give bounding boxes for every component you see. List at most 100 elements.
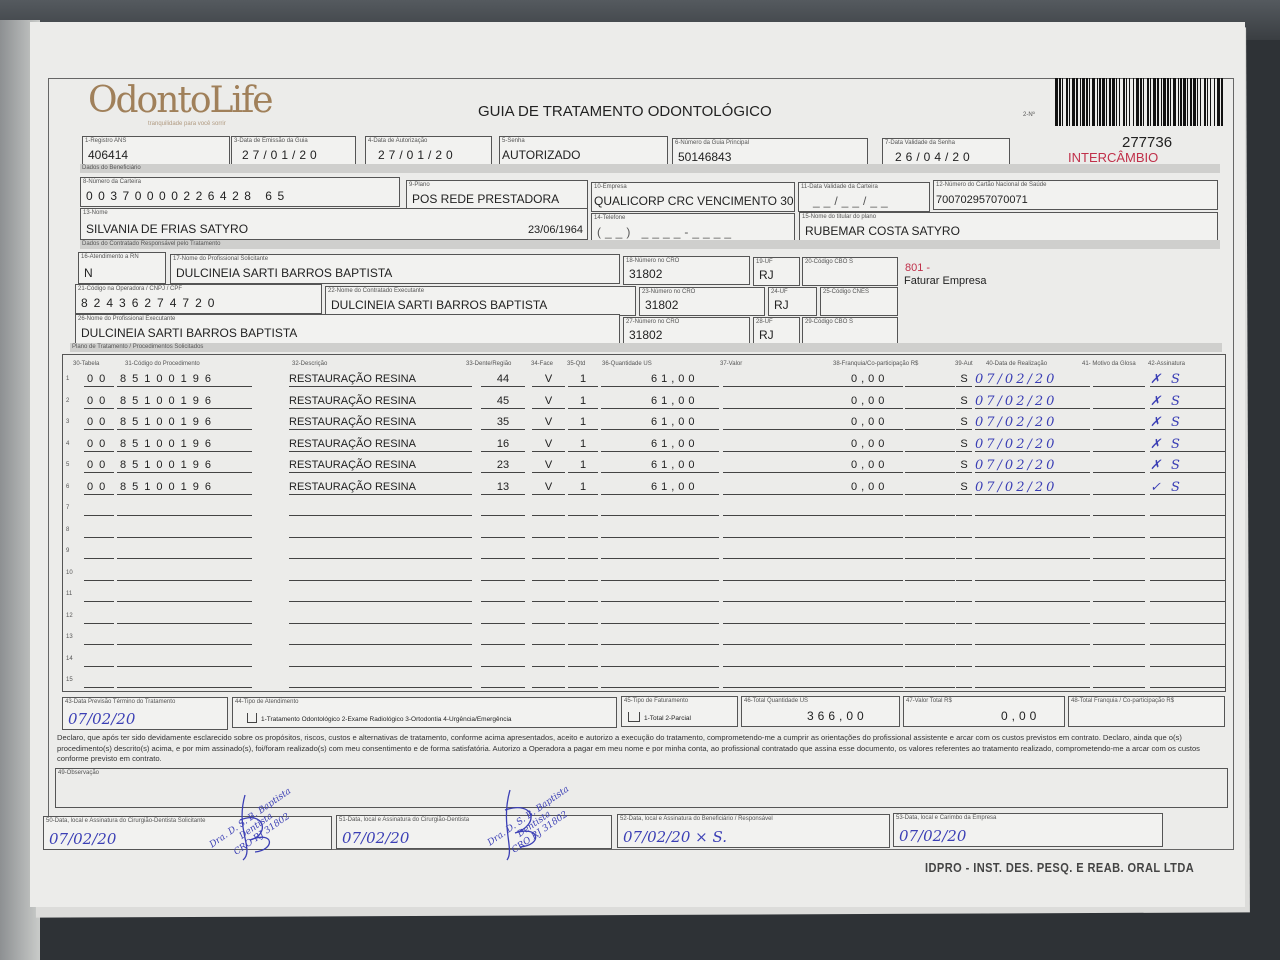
cell-glosa xyxy=(1093,545,1145,559)
value: 26/04/20 xyxy=(895,150,974,164)
value: N xyxy=(84,266,93,280)
row-number: 11 xyxy=(66,591,73,597)
column-header: 32-Descrição xyxy=(292,361,328,367)
cell-valor: 0,00 xyxy=(723,416,903,430)
label: 6-Número da Guia Principal xyxy=(675,140,750,146)
cell-tabela: 00 xyxy=(84,395,114,409)
cell-franquia xyxy=(905,438,955,452)
cell-valor: 0,00 xyxy=(723,459,903,473)
column-header: 38-Franquia/Co-participação R$ xyxy=(833,361,919,367)
cell-assinatura: ✗ S xyxy=(1150,416,1225,430)
value: __/__/__ xyxy=(813,194,892,208)
field-total-franquia: 48-Total Franquia / Co-participação R$ xyxy=(1068,696,1225,727)
field-cbo-solicitante: 20-Código CBO S xyxy=(802,257,898,286)
cell-valor xyxy=(723,610,903,624)
value: 50146843 xyxy=(678,150,732,164)
cell-face xyxy=(532,588,565,602)
barcode-bar xyxy=(1163,78,1166,126)
field-carimbo-empresa: 53-Data, local e Carimbo da Empresa 07/02… xyxy=(893,813,1163,847)
cell-franquia xyxy=(905,545,955,559)
section-contratado: Dados do Contratado Responsável pelo Tra… xyxy=(80,240,1220,249)
cell-aut: S xyxy=(956,459,972,473)
value: POS REDE PRESTADORA xyxy=(412,192,560,206)
label: 11-Data Validade da Carteira xyxy=(801,184,878,190)
field-plano: 9-Plano POS REDE PRESTADORA xyxy=(406,180,588,210)
cell-aut: S xyxy=(956,481,972,495)
cell-tabela xyxy=(84,545,114,559)
barcode-bar xyxy=(1210,78,1211,126)
label: 20-Código CBO S xyxy=(805,259,854,265)
field-observacao[interactable]: 49-Observação xyxy=(55,768,1228,808)
value: AUTORIZADO xyxy=(502,148,581,162)
cell-aut xyxy=(956,631,972,645)
value: 07/02/20 × S. xyxy=(623,828,727,846)
cell-data xyxy=(975,545,1090,559)
field-assinatura-solicitante: 50-Data, local e Assinatura do Cirurgião… xyxy=(43,816,332,850)
field-assinatura-beneficiario: 52-Data, local e Assinatura do Beneficiá… xyxy=(617,814,890,848)
cell-data xyxy=(975,588,1090,602)
label: 49-Observação xyxy=(58,770,100,776)
cell-face xyxy=(532,545,565,559)
cell-assinatura xyxy=(1150,631,1225,645)
cell-tabela xyxy=(84,567,114,581)
barcode-bar xyxy=(1207,78,1208,126)
guide-no-label: 2-Nº xyxy=(1023,112,1035,118)
cell-tabela xyxy=(84,588,114,602)
field-validade-carteira: 11-Data Validade da Carteira __/__/__ xyxy=(798,182,930,212)
barcode-bar xyxy=(1214,78,1215,126)
label: 21-Código na Operadora / CNPJ / CPF xyxy=(78,286,183,292)
row-number: 7 xyxy=(66,505,70,511)
cell-data xyxy=(975,502,1090,516)
barcode-bar xyxy=(1080,78,1081,126)
cell-assinatura xyxy=(1150,502,1225,516)
field-cro-profissional: 27-Número no CRO 31802 xyxy=(623,317,750,346)
field-senha: 5-Senha AUTORIZADO xyxy=(499,136,668,166)
options: 1-Tratamento Odontológico 2-Exame Radiol… xyxy=(261,716,512,723)
cell-codigo: 85100196 xyxy=(117,481,252,495)
cell-data xyxy=(975,567,1090,581)
cell-face xyxy=(532,524,565,538)
checkbox-tipo-faturamento[interactable] xyxy=(628,712,640,722)
field-telefone: 14-Telefone (__) ____-____ xyxy=(591,213,795,243)
signature-scribble xyxy=(504,789,537,861)
guide-number: 277736 xyxy=(1122,134,1173,151)
cell-aut xyxy=(956,545,972,559)
barcode-bar xyxy=(1123,78,1125,126)
barcode-bar xyxy=(1197,78,1198,126)
cell-valor xyxy=(723,502,903,516)
cell-codigo xyxy=(117,653,252,667)
cell-qtd: 1 xyxy=(568,395,598,409)
value: RJ xyxy=(774,298,789,312)
intercambio-label: INTERCÂMBIO xyxy=(1068,150,1159,165)
cell-franquia xyxy=(905,459,955,473)
signature-scribble xyxy=(239,794,271,861)
cell-franquia xyxy=(905,674,955,688)
value: 366,00 xyxy=(807,709,868,723)
checkbox-tipo-atendimento[interactable] xyxy=(247,713,257,723)
cell-glosa xyxy=(1093,395,1145,409)
label: 25-Código CNES xyxy=(823,289,870,295)
cell-franquia xyxy=(905,502,955,516)
cell-codigo: 85100196 xyxy=(117,459,252,473)
value: 700702957070071 xyxy=(936,194,1028,206)
odontolife-logo: OdontoLife xyxy=(88,80,274,121)
cell-descricao xyxy=(289,653,472,667)
column-header: 40-Data de Realização xyxy=(986,361,1048,367)
cell-data xyxy=(975,610,1090,624)
value: SILVANIA DE FRIAS SATYRO xyxy=(86,222,249,236)
cell-franquia xyxy=(905,631,955,645)
cell-face xyxy=(532,502,565,516)
cell-assinatura: ✗ S xyxy=(1150,459,1225,473)
value: DULCINEIA SARTI BARROS BAPTISTA xyxy=(81,326,298,340)
billing-code: 801 - xyxy=(905,262,931,274)
field-titular-plano: 15-Nome do titular do plano RUBEMAR COSTA… xyxy=(799,212,1218,242)
cell-assinatura: ✓ S xyxy=(1150,481,1225,495)
page-title: GUIA DE TRATAMENTO ODONTOLÓGICO xyxy=(478,103,772,120)
cell-descricao: RESTAURAÇÃO RESINA xyxy=(289,481,472,495)
cell-glosa xyxy=(1093,373,1145,387)
value: 07/02/20 xyxy=(342,829,410,847)
barcode-bar xyxy=(1136,78,1139,126)
cell-face: V xyxy=(532,438,565,452)
cell-franquia xyxy=(905,373,955,387)
column-header: 31-Código do Procedimento xyxy=(125,361,200,367)
